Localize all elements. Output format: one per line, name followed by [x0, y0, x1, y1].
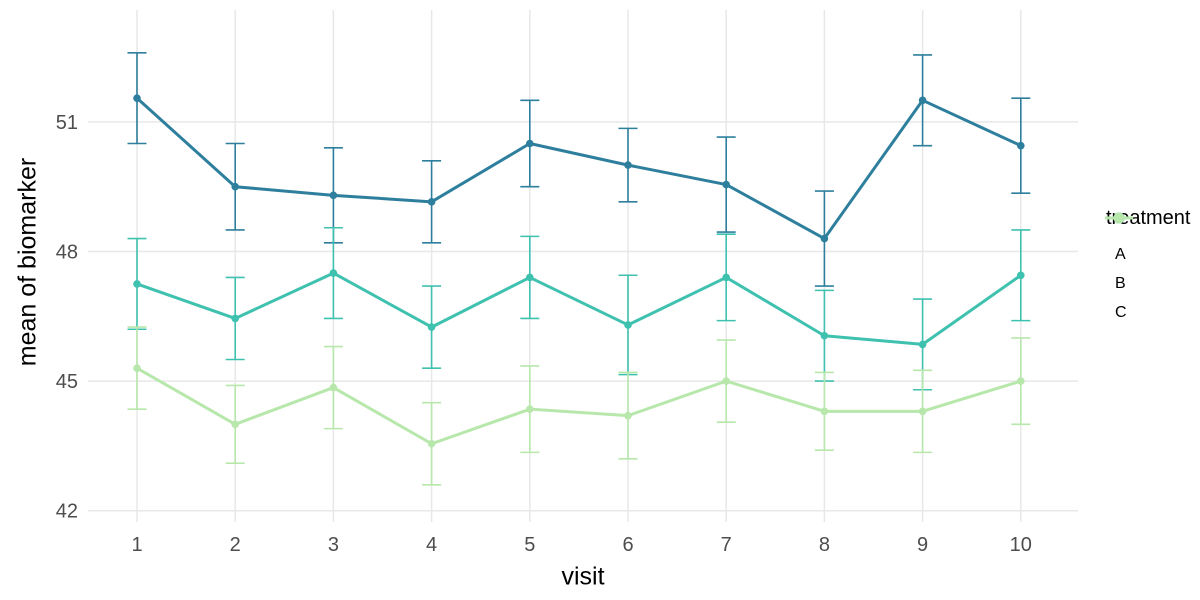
y-axis-title: mean of biomarker	[13, 157, 42, 367]
data-point-A-3	[329, 191, 338, 200]
data-point-A-7	[722, 180, 730, 189]
data-point-C-2	[231, 420, 239, 429]
data-point-A-5	[526, 139, 534, 148]
data-point-B-9	[918, 340, 927, 349]
data-point-B-3	[329, 269, 338, 277]
data-point-A-9	[918, 96, 927, 105]
y-tick-label-42: 42	[56, 501, 78, 523]
x-axis-title: visit	[561, 562, 605, 591]
legend-entry-label-C: C	[1115, 303, 1127, 321]
x-tick-label-3: 3	[328, 534, 339, 556]
legend-entry-label-B: B	[1115, 274, 1126, 292]
data-point-B-5	[526, 273, 534, 282]
data-point-A-10	[1017, 141, 1025, 150]
x-tick-label-2: 2	[230, 534, 241, 556]
y-tick-label-51: 51	[56, 112, 78, 134]
legend-entry-C: C	[1104, 212, 1190, 327]
x-tick-label-4: 4	[426, 534, 437, 556]
data-point-C-3	[329, 383, 338, 392]
data-point-B-2	[231, 314, 239, 323]
data-point-C-6	[624, 411, 632, 420]
data-point-C-8	[820, 407, 829, 416]
data-point-B-6	[624, 321, 632, 329]
data-point-C-10	[1017, 377, 1025, 385]
data-point-C-1	[133, 364, 141, 372]
series-line-B	[135, 271, 1023, 346]
data-point-B-1	[133, 280, 141, 288]
x-tick-label-7: 7	[721, 534, 732, 556]
x-tick-label-1: 1	[131, 534, 142, 556]
data-point-A-2	[231, 182, 239, 191]
x-tick-label-5: 5	[524, 534, 535, 556]
data-point-B-10	[1017, 271, 1025, 280]
x-tick-label-9: 9	[917, 534, 928, 556]
data-point-C-7	[722, 377, 730, 385]
y-tick-label-45: 45	[56, 371, 78, 393]
series-line-C	[135, 366, 1023, 446]
data-point-C-9	[918, 407, 927, 416]
x-tick-label-10: 10	[1010, 534, 1032, 556]
data-point-C-5	[526, 405, 534, 413]
data-point-C-4	[427, 439, 436, 448]
x-tick-label-6: 6	[622, 534, 633, 556]
series-line-A	[135, 96, 1023, 241]
y-tick-label-48: 48	[56, 242, 78, 264]
data-point-B-8	[820, 331, 829, 340]
legend-entry-label-A: A	[1115, 245, 1126, 263]
data-point-B-7	[722, 273, 730, 282]
data-point-A-8	[820, 234, 829, 243]
legend-entry-B: B	[1104, 212, 1190, 298]
data-point-A-4	[427, 198, 436, 206]
legend-title: treatment	[1106, 207, 1191, 229]
x-tick-label-8: 8	[819, 534, 830, 556]
legend-entry-A: A	[1104, 212, 1190, 269]
data-point-A-6	[624, 161, 632, 169]
data-point-B-4	[427, 323, 436, 331]
legend-key-C	[1105, 212, 1133, 224]
data-point-A-1	[133, 94, 141, 102]
